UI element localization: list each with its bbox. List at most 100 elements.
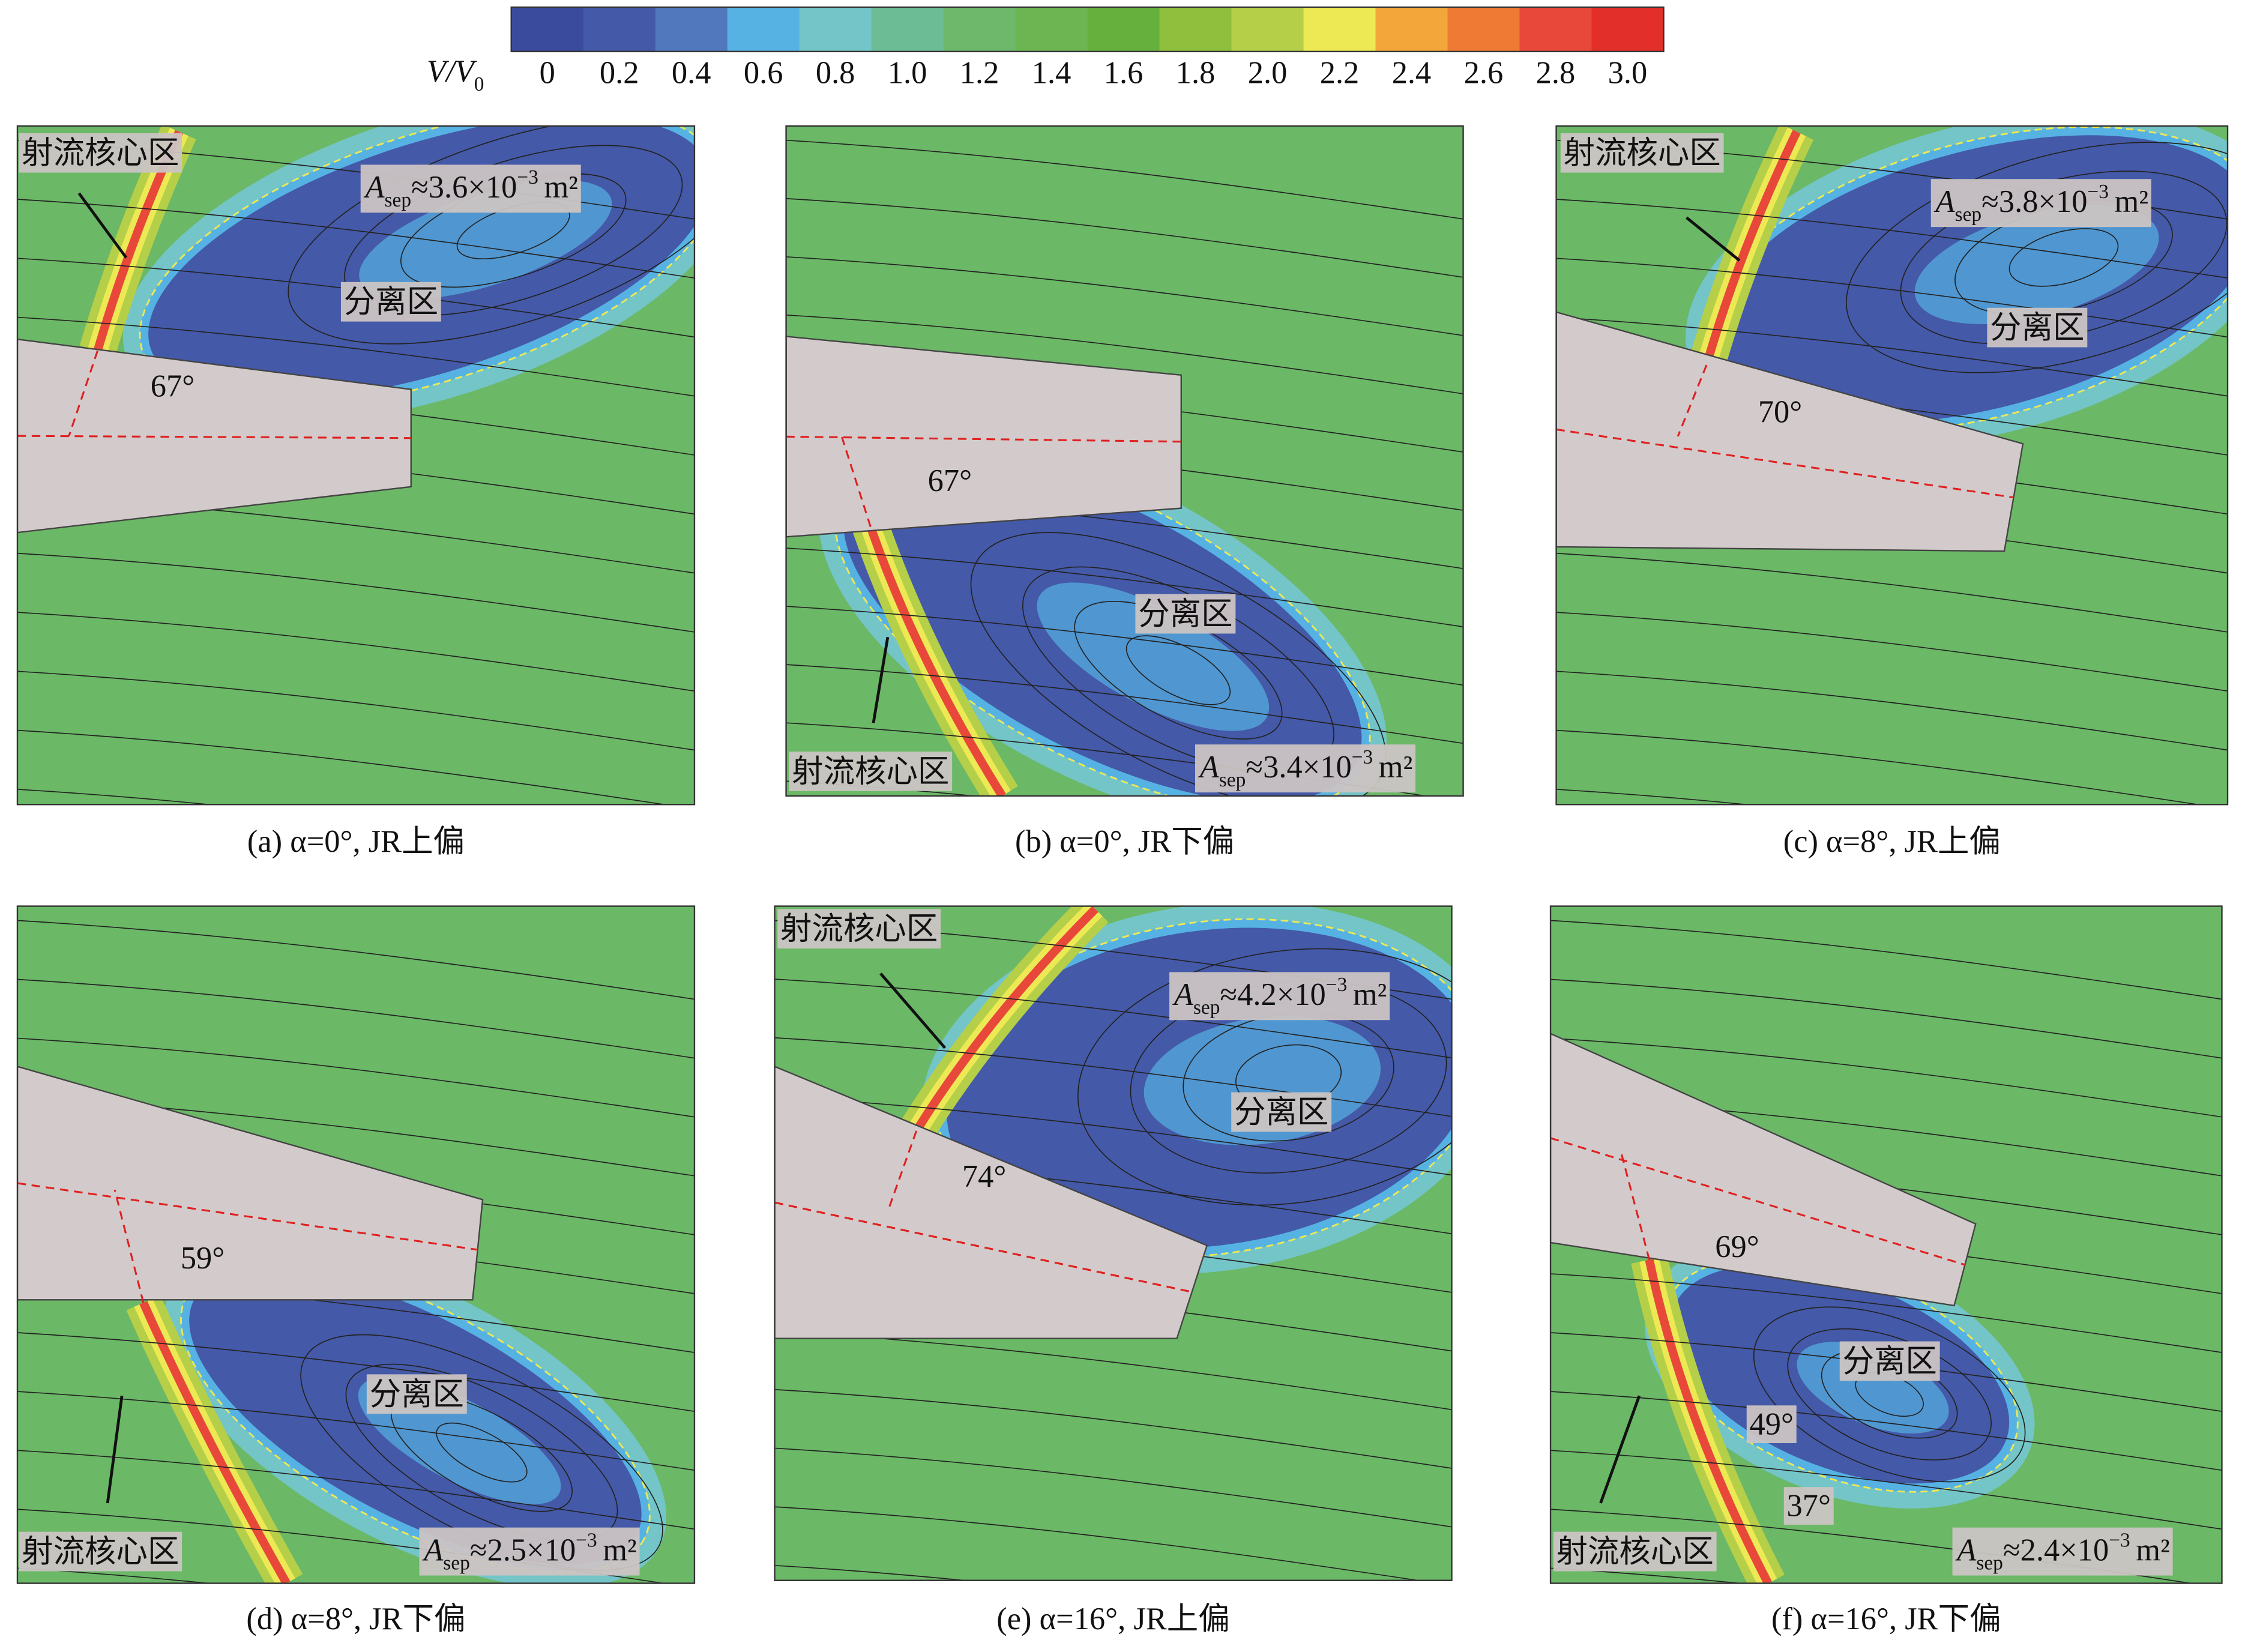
vortex-streamline	[436, 1422, 528, 1483]
colorbar-tick-label: 2.8	[1536, 55, 1576, 90]
colorbar-segment	[1303, 7, 1376, 52]
chord-line	[1550, 1137, 1965, 1266]
colorbar-label-sub: 0	[474, 73, 484, 95]
colorbar-tick-label: 1.6	[1104, 55, 1144, 90]
jet-core-label: 射流核心区	[22, 134, 179, 171]
streamline	[1550, 1037, 2222, 1118]
jet-core-label: 射流核心区	[22, 1533, 179, 1570]
angle-label: 67°	[928, 463, 972, 498]
area-value: ≈2.4×10	[2003, 1533, 2109, 1567]
pointer-arrow	[106, 1395, 124, 1504]
streamline	[17, 612, 695, 692]
angle-label: 37°	[1787, 1489, 1831, 1524]
panel: 射流核心区 分离区 Asep≈2.4×10−3 m² 69° 49° 37° (f) α=16…	[1549, 905, 2223, 1636]
chord-line	[17, 435, 411, 439]
streamline	[774, 978, 1452, 1059]
streamline	[1556, 789, 1752, 805]
separation-label: 分离区	[370, 1376, 464, 1412]
area-label: Asep≈4.2×10−3 m²	[1172, 974, 1387, 1019]
streamline	[17, 1037, 695, 1118]
streamline	[1556, 316, 2228, 397]
streamline	[786, 197, 1463, 278]
label-background	[1930, 179, 2151, 228]
streamline	[774, 1564, 970, 1581]
area-label: Asep≈3.6×10−3 m²	[363, 166, 578, 211]
colorbar-segment	[943, 7, 1016, 52]
label-background	[1231, 1092, 1332, 1132]
label-background	[419, 1527, 640, 1576]
separation-boundary	[139, 125, 695, 409]
streamline	[1550, 1567, 1746, 1584]
pointer-arrow	[1686, 216, 1741, 262]
separation-label: 分离区	[1138, 595, 1232, 632]
streamline	[17, 789, 215, 805]
streamline	[786, 139, 1463, 220]
colorbar-frame	[510, 6, 1665, 53]
panel-frame	[774, 905, 1453, 1581]
separation-label: 分离区	[1990, 309, 2084, 346]
vortex-streamline	[1846, 142, 2228, 373]
jet-core	[912, 906, 1098, 1133]
colorbar-tick-label: 1.8	[1176, 55, 1216, 90]
colorbar-segment	[1447, 7, 1520, 52]
colorbar-segment	[1591, 7, 1665, 52]
label-background	[19, 1531, 182, 1572]
chord-line	[17, 1182, 478, 1251]
streamline	[1550, 978, 2222, 1059]
streamline	[774, 1037, 1452, 1117]
label-background	[360, 164, 581, 213]
angle-label: 70°	[1758, 395, 1802, 430]
angle-label: 74°	[962, 1159, 1006, 1194]
jet-direction-line	[841, 436, 872, 528]
panel: 射流核心区 分离区 Asep≈3.4×10−3 m² 67° (b) α=0°, JR下偏	[785, 125, 1464, 859]
streamline	[1556, 612, 2228, 692]
streamline	[17, 1450, 695, 1530]
colorbar-tick-label: 2.2	[1320, 55, 1360, 90]
jet-direction-line	[1620, 1150, 1651, 1260]
vortex-streamline	[1077, 948, 1452, 1206]
area-value: ≈3.6×10	[411, 170, 517, 205]
colorbar-label: V/V0	[427, 54, 484, 95]
area-subscript: sep	[1193, 996, 1220, 1019]
area-exponent: −3	[576, 1529, 597, 1551]
vortex-streamline	[345, 1363, 618, 1542]
separation-label: 分离区	[1234, 1094, 1328, 1130]
streamline	[1556, 671, 2228, 751]
jet-direction-line	[1677, 364, 1708, 437]
vortex-streamline	[288, 125, 695, 345]
area-subscript: sep	[385, 189, 412, 211]
streamline	[786, 547, 1463, 628]
panel-caption: (b) α=0°, JR下偏	[1015, 824, 1234, 859]
area-unit: m²	[2136, 1533, 2170, 1567]
area-exponent: −3	[2087, 181, 2109, 203]
angle-label: 59°	[181, 1241, 224, 1276]
colorbar-segment	[727, 7, 800, 52]
area-unit: m²	[603, 1533, 637, 1567]
colorbar-segment	[799, 7, 872, 52]
colorbar-tick-label: 1.2	[960, 55, 999, 90]
flow-field	[786, 125, 1463, 796]
colorbar-tick-label: 0	[540, 55, 555, 90]
pointer-arrow	[872, 636, 890, 723]
streamline	[1550, 1273, 2222, 1353]
angle-label: 49°	[1750, 1407, 1794, 1442]
streamline	[786, 606, 1463, 686]
colorbar-segment	[1519, 7, 1593, 52]
colorbar-tick-label: 1.4	[1032, 55, 1071, 90]
streamline	[1556, 552, 2228, 633]
jet-direction-line	[113, 1189, 145, 1303]
area-symbol: A	[1198, 750, 1220, 785]
panel: 射流核心区 分离区 Asep≈2.5×10−3 m² 59° (d) α=8°, JR下偏	[16, 905, 696, 1636]
panel-caption: (c) α=8°, JR上偏	[1783, 824, 2001, 859]
label-background	[1746, 1405, 1797, 1444]
colorbar-tick-label: 2.4	[1392, 55, 1432, 90]
panel-frame	[1555, 125, 2229, 806]
label-background	[1952, 1527, 2173, 1576]
area-label: Asep≈3.8×10−3 m²	[1934, 181, 2149, 226]
colorbar-tick-label: 2.6	[1464, 55, 1504, 90]
streamline	[786, 256, 1463, 336]
colorbar-segment	[1231, 7, 1304, 52]
colorbar-segment	[511, 7, 584, 52]
colorbar-tick-label: 3.0	[1608, 55, 1648, 90]
